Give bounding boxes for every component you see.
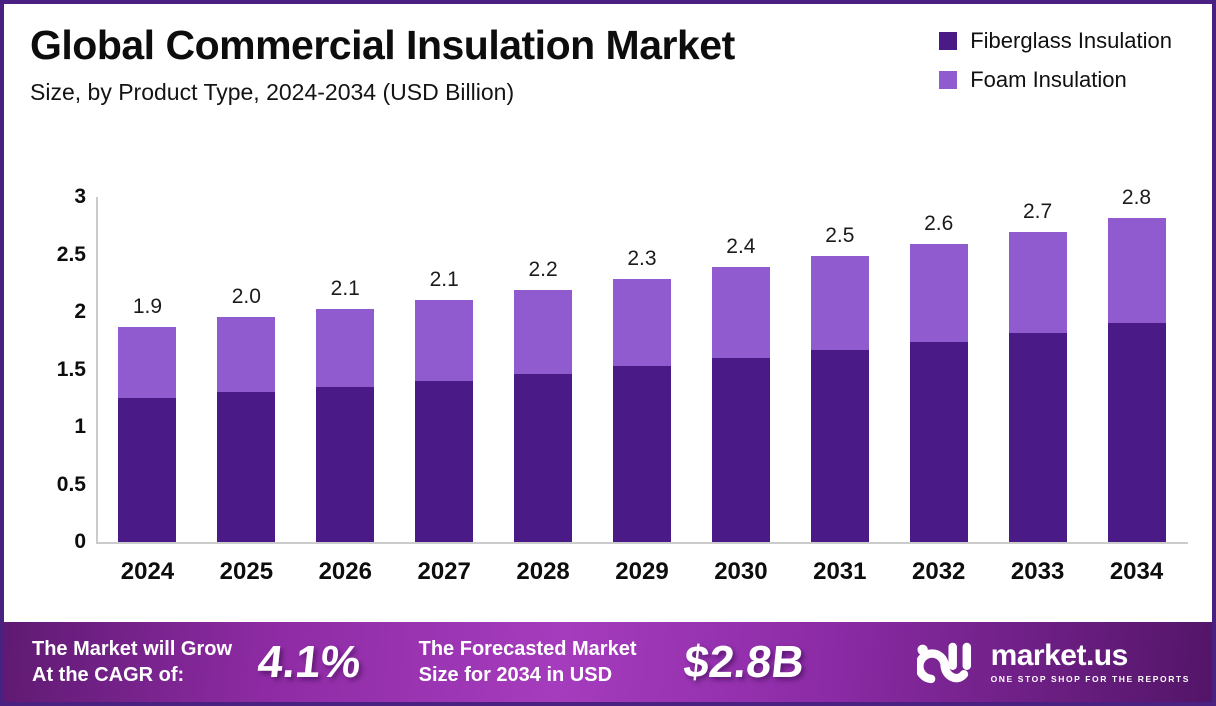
bar-group-2031: 2.5	[810, 224, 869, 542]
bar-total-label: 2.2	[528, 258, 558, 281]
cagr-label: The Market will Grow At the CAGR of:	[32, 636, 232, 688]
bar-group-2032: 2.6	[909, 212, 968, 542]
bar-group-2027: 2.1	[415, 268, 474, 542]
footer-banner: The Market will Grow At the CAGR of: 4.1…	[4, 622, 1212, 702]
bar-group-2029: 2.3	[612, 247, 671, 542]
bar-total-label: 2.1	[429, 268, 459, 291]
bar-total-label: 2.4	[726, 235, 756, 258]
bar-segment-fiberglass	[1008, 333, 1067, 542]
bar-group-2034: 2.8	[1107, 186, 1166, 542]
chart-legend: Fiberglass Insulation Foam Insulation	[939, 28, 1172, 93]
cagr-value: 4.1%	[255, 636, 364, 687]
bar-total-label: 2.8	[1121, 186, 1152, 209]
x-axis-label-2033: 2033	[1010, 558, 1065, 585]
y-axis-tick-label: 3	[74, 185, 86, 208]
bar-total-label: 2.7	[1023, 200, 1053, 223]
x-axis-label-2031: 2031	[813, 558, 867, 585]
y-axis-tick-label: 1	[74, 415, 86, 438]
foam-swatch-icon	[939, 71, 958, 89]
bar-segment-fiberglass	[217, 392, 276, 542]
bar-total-label: 2.1	[330, 277, 360, 300]
x-axis-label-2029: 2029	[615, 558, 669, 585]
y-axis: 0 0.5 1 1.5 2 2.5 3	[4, 185, 86, 553]
forecast-value: $2.8B	[681, 636, 808, 687]
legend-label: Fiberglass Insulation	[970, 28, 1172, 53]
brand-tagline: ONE STOP SHOP FOR THE REPORTS	[990, 673, 1190, 684]
bar-segment-foam	[1008, 232, 1067, 333]
bar-total-label: 1.9	[132, 295, 163, 318]
x-axis: 2024 2025 2026 2027 2028 2029 2030 2031 2032 2033…	[98, 558, 1186, 586]
bar-group-2028: 2.2	[514, 258, 573, 542]
bar-group-2033: 2.7	[1008, 200, 1067, 542]
bar-group-2025: 2.0	[217, 285, 276, 542]
bar-segment-foam	[909, 244, 968, 342]
bar-segment-foam	[415, 300, 474, 381]
legend-item-foam: Foam Insulation	[939, 67, 1172, 93]
y-axis-tick-label: 2	[74, 300, 86, 323]
forecast-label-line1: The Forecasted Market	[418, 638, 637, 660]
bar-segment-foam	[514, 290, 573, 374]
bar-segment-foam	[711, 267, 770, 358]
bar-segment-fiberglass	[909, 342, 968, 542]
bar-segment-fiberglass	[514, 374, 573, 542]
bar-segment-fiberglass	[1107, 323, 1166, 542]
bar-segment-foam	[316, 309, 375, 387]
x-axis-line	[96, 542, 1188, 544]
bar-plot-area: 1.9 2.0 2.1 2.1 2.2 2.3 2.4 2.5 2.6 2.7 2.8	[98, 186, 1186, 542]
bar-segment-foam	[1107, 218, 1166, 323]
bar-segment-foam	[217, 317, 276, 392]
x-axis-label-2034: 2034	[1109, 558, 1164, 585]
bar-segment-fiberglass	[612, 366, 671, 542]
chart-header: Global Commercial Insulation Market Size…	[4, 4, 1212, 106]
y-axis-line	[96, 197, 98, 544]
brand-text: market.us ONE STOP SHOP FOR THE REPORTS	[990, 638, 1190, 684]
forecast-label-line2: Size for 2034 in USD	[418, 664, 613, 686]
legend-label: Foam Insulation	[970, 67, 1127, 92]
bar-group-2030: 2.4	[711, 235, 770, 542]
y-axis-tick-label: 0	[74, 530, 86, 553]
bar-segment-fiberglass	[316, 387, 375, 542]
fiberglass-swatch-icon	[939, 32, 958, 50]
bar-segment-foam	[810, 256, 869, 350]
bar-group-2026: 2.1	[316, 277, 375, 542]
page-title: Global Commercial Insulation Market	[30, 22, 735, 68]
x-axis-label-2030: 2030	[714, 558, 768, 585]
bar-total-label: 2.3	[627, 247, 657, 270]
bar-segment-foam	[118, 327, 177, 398]
x-axis-label-2032: 2032	[912, 558, 966, 585]
brand-name: market.us	[990, 638, 1129, 672]
x-axis-label-2028: 2028	[516, 558, 570, 585]
cagr-label-line2: At the CAGR of:	[32, 664, 185, 686]
bar-total-label: 2.6	[924, 212, 954, 235]
x-axis-label-2026: 2026	[318, 558, 372, 585]
chart-subtitle: Size, by Product Type, 2024-2034 (USD Bi…	[30, 79, 515, 106]
brand-block: market.us ONE STOP SHOP FOR THE REPORTS	[916, 638, 1190, 686]
cagr-label-line1: The Market will Grow	[32, 638, 233, 660]
legend-item-fiberglass: Fiberglass Insulation	[939, 28, 1172, 54]
bar-group-2024: 1.9	[118, 295, 177, 542]
bar-total-label: 2.0	[231, 285, 261, 308]
bar-segment-fiberglass	[415, 381, 474, 542]
marketus-logo-icon	[916, 642, 971, 684]
y-axis-tick-label: 1.5	[56, 357, 86, 381]
bar-segment-fiberglass	[118, 398, 177, 542]
y-axis-tick-label: 0.5	[56, 472, 86, 496]
x-axis-label-2024: 2024	[120, 558, 175, 585]
bar-segment-foam	[612, 279, 671, 366]
y-axis-tick-label: 2.5	[56, 242, 86, 266]
bar-total-label: 2.5	[825, 224, 855, 247]
x-axis-label-2025: 2025	[219, 558, 274, 585]
forecast-label: The Forecasted Market Size for 2034 in U…	[419, 636, 637, 688]
x-axis-label-2027: 2027	[417, 558, 471, 585]
bar-segment-fiberglass	[810, 350, 869, 542]
bar-segment-fiberglass	[711, 358, 770, 542]
